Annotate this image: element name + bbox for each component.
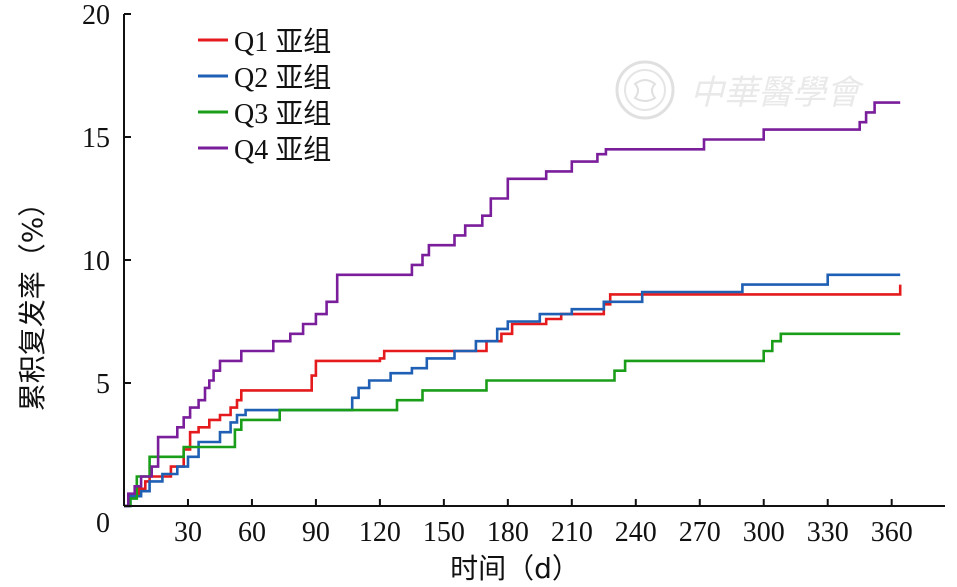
- x-tick-label: 120: [359, 517, 401, 548]
- series-line-q1: [124, 284, 902, 508]
- x-tick-label: 300: [743, 517, 785, 548]
- x-tick-label: 240: [615, 517, 657, 548]
- plot-area: [124, 101, 902, 508]
- x-tick-label: 90: [302, 517, 330, 548]
- seal-icon: [615, 60, 675, 120]
- x-tick-label: 30: [174, 517, 202, 548]
- y-tick-label: 10: [82, 246, 110, 277]
- series-line-q2: [124, 273, 901, 508]
- x-tick-label: 60: [238, 517, 266, 548]
- y-tick-label: 5: [96, 369, 110, 400]
- x-tick-label: 150: [423, 517, 465, 548]
- axes: 30 60 90 120 150 180 210 240 270 300 330 360 5 10 15 20…: [82, 0, 945, 548]
- x-tick-label: 270: [679, 517, 721, 548]
- legend-label-q1: Q1 亚组: [234, 26, 331, 58]
- watermark-text: 中華醫學會: [690, 73, 865, 113]
- legend-label-q2: Q2 亚组: [234, 62, 331, 94]
- x-tick-label: 180: [487, 517, 529, 548]
- y-tick-label: 20: [82, 0, 110, 31]
- y-tick-label: 15: [82, 123, 110, 154]
- series-line-q4: [124, 101, 901, 508]
- series-line-q3: [124, 332, 901, 508]
- legend-label-q3: Q3 亚组: [234, 98, 331, 130]
- x-axis-title: 时间（d）: [450, 552, 580, 585]
- origin-label: 0: [96, 508, 110, 539]
- x-tick-label: 330: [807, 517, 849, 548]
- watermark: 中華醫學會: [615, 60, 865, 120]
- legend: Q1 亚组 Q2 亚组 Q3 亚组 Q4 亚组: [198, 26, 331, 166]
- legend-label-q4: Q4 亚组: [234, 134, 331, 166]
- x-tick-label: 210: [551, 517, 593, 548]
- x-tick-label: 360: [871, 517, 913, 548]
- y-axis-title: 累积复发率（%）: [16, 189, 49, 412]
